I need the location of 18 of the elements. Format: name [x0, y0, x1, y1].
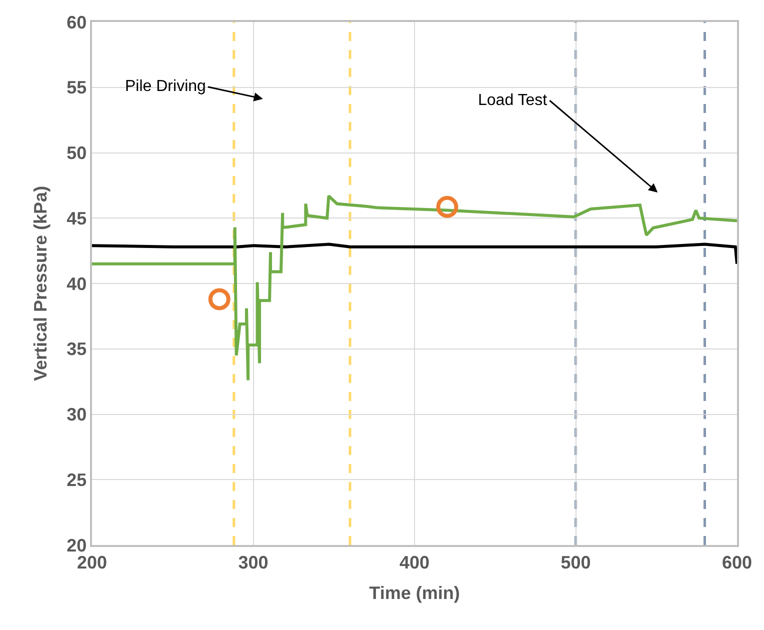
y-tick-label: 60: [66, 12, 87, 32]
y-tick-label: 45: [66, 208, 87, 228]
y-tick-label: 30: [66, 404, 87, 425]
y-tick-label: 40: [66, 274, 87, 294]
line-series: [92, 242, 737, 266]
y-axis-title: Vertical Pressure (kPa): [30, 186, 50, 382]
x-axis-title: Time (min): [369, 582, 460, 603]
y-tick-label: 25: [66, 470, 87, 490]
y-tick-label: 35: [66, 339, 87, 360]
y-tick-label: 55: [66, 78, 87, 98]
y-tick-label: 50: [66, 143, 87, 164]
line-series: [92, 194, 737, 382]
annotation: Load Test: [478, 92, 548, 109]
x-tick-label: 600: [722, 552, 752, 572]
x-tick-label: 300: [238, 552, 268, 572]
annotation: Pile Driving: [125, 78, 206, 95]
x-tick-label: 400: [399, 552, 430, 572]
x-tick-label: 500: [560, 552, 591, 572]
